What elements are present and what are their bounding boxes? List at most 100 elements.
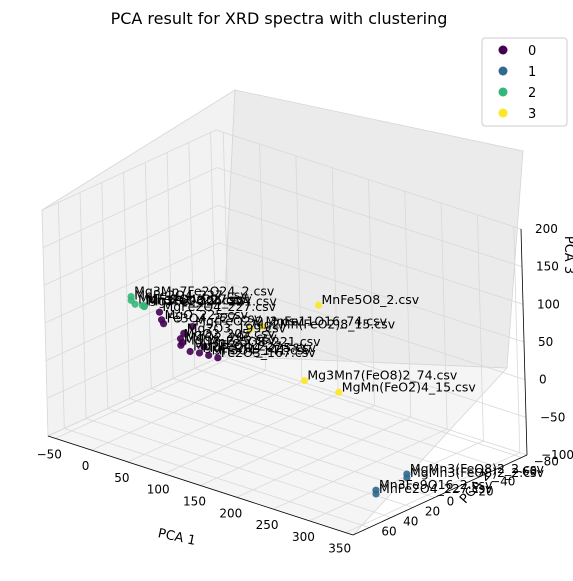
grid-line-z bbox=[218, 242, 525, 343]
grid-line-x bbox=[345, 452, 520, 534]
x-axis-label: PCA 1 bbox=[156, 526, 197, 549]
grid-line-y bbox=[194, 368, 500, 468]
grid-line-z bbox=[220, 317, 527, 418]
y-tick-label: 60 bbox=[381, 525, 396, 539]
point-label: Fe3O4_227.csv bbox=[167, 311, 262, 326]
scatter-point bbox=[188, 322, 196, 331]
point-label: MgFe2O4_225.csv bbox=[202, 340, 316, 355]
grid-line-x bbox=[127, 381, 303, 463]
point-label: Fe2O3_167.csv bbox=[221, 345, 316, 360]
z-axis-label: PCA 3 bbox=[561, 236, 573, 274]
y-tick-label: 40 bbox=[403, 515, 418, 529]
point-label: Mg3Mn7(FeO8)2_74.csv bbox=[307, 368, 458, 383]
legend-marker bbox=[498, 87, 508, 97]
scatter-point bbox=[195, 349, 204, 357]
x-tick-label: 150 bbox=[183, 495, 206, 509]
x-tick-label: 200 bbox=[219, 506, 242, 520]
scatter-point bbox=[258, 322, 267, 331]
grid-line-x bbox=[236, 416, 411, 498]
grid-line-z bbox=[216, 167, 523, 268]
legend-marker bbox=[498, 108, 508, 118]
z-tick-label: 0 bbox=[539, 373, 547, 387]
x-tick-label: 350 bbox=[328, 542, 351, 556]
scatter-point bbox=[403, 474, 411, 482]
x-tick-label: 250 bbox=[256, 518, 279, 532]
point-label: Mn3Fe9O16_2.csv bbox=[379, 477, 493, 492]
grid-line-x bbox=[91, 369, 266, 451]
grid-line-z bbox=[215, 129, 522, 230]
grid-line-y bbox=[216, 358, 522, 458]
point-label: MgO2_225.csv bbox=[184, 332, 276, 347]
x-tick-label: 0 bbox=[82, 459, 90, 473]
legend-box bbox=[481, 37, 568, 127]
point-label: Mg3Mn7Fe2O24_2.csv bbox=[134, 284, 275, 299]
point-label: MgMn3(FeO8)2_2.csv bbox=[410, 465, 545, 480]
point-label: Mn2O3_206.csv bbox=[147, 293, 247, 308]
legend-label: 3 bbox=[528, 107, 536, 122]
point-labels: MnFe5O8_2.csv MnFe11O16_74.csvMg2Mn(FeO2)… bbox=[134, 284, 544, 496]
scatter-point bbox=[186, 347, 194, 356]
scatter-point bbox=[155, 308, 164, 316]
legend-marker bbox=[498, 66, 508, 76]
legend-label: 0 bbox=[528, 44, 536, 59]
point-label: MnFe11O16_74.csv bbox=[266, 313, 388, 328]
grid-line-y bbox=[172, 378, 479, 478]
x-tick-label: 100 bbox=[147, 483, 170, 497]
axes-panes bbox=[41, 89, 524, 536]
z-tick-label: −50 bbox=[540, 410, 565, 424]
point-label: MnFe5O8_2.csv bbox=[322, 292, 420, 307]
grid-line-x bbox=[309, 440, 484, 522]
grid-line-x bbox=[55, 357, 230, 439]
grid-line-y bbox=[107, 408, 413, 508]
grid-line-z bbox=[41, 129, 217, 211]
x-tick-label: −50 bbox=[37, 447, 62, 461]
data-points bbox=[127, 292, 411, 498]
y-axis-line bbox=[352, 454, 528, 536]
scatter-point bbox=[205, 351, 213, 359]
scatter-point bbox=[140, 302, 149, 310]
grid-line-z bbox=[45, 280, 221, 362]
z-tick-label: 100 bbox=[537, 297, 560, 311]
grid-line-z bbox=[219, 280, 526, 381]
grid-lines bbox=[41, 129, 528, 534]
z-tick-label: 50 bbox=[538, 335, 553, 349]
z-tick-label: 150 bbox=[536, 260, 559, 274]
point-label: Mn3O4_141.csv bbox=[212, 342, 312, 357]
grid-line-z bbox=[44, 242, 220, 324]
y-tick-label: 20 bbox=[425, 505, 440, 519]
scatter-point bbox=[372, 490, 380, 498]
point-label: MnFe2O4_227.csv bbox=[379, 481, 493, 496]
x-tick-label: 50 bbox=[114, 471, 129, 485]
z-tick-label: 200 bbox=[535, 222, 558, 236]
z-tick-label: −100 bbox=[541, 448, 573, 462]
grid-line-y bbox=[129, 398, 435, 498]
scatter-point bbox=[300, 376, 309, 385]
chart-title: PCA result for XRD spectra with clusteri… bbox=[111, 9, 448, 28]
scatter-point bbox=[335, 388, 343, 396]
z-axis-line bbox=[520, 228, 528, 456]
point-label: Mg2O3_199.csv bbox=[187, 320, 287, 335]
scatter-point bbox=[200, 343, 208, 351]
scatter-point bbox=[180, 329, 188, 337]
point-label: MgMn3(FeO8)2_2.csv bbox=[410, 461, 545, 476]
point-label: MgFe2O4_227.csv bbox=[162, 299, 276, 314]
grid-line-z bbox=[221, 355, 528, 456]
point-label: Mg2FeO4_227.csv bbox=[193, 338, 307, 353]
legend-label: 1 bbox=[528, 65, 536, 80]
grid-line-z bbox=[217, 204, 524, 305]
y-tick-label: −40 bbox=[490, 475, 515, 489]
x-tick-label: 300 bbox=[292, 530, 315, 544]
grid-line-x bbox=[200, 405, 375, 486]
point-label: Mn3FeO8_2.csv bbox=[146, 293, 244, 308]
grid-line-z bbox=[43, 204, 219, 286]
scatter-point bbox=[177, 341, 185, 349]
legend-marker bbox=[498, 45, 508, 55]
point-label: MnFe2O4_227.csv bbox=[134, 287, 248, 302]
scatter-point bbox=[314, 301, 323, 309]
legend: 0 1 2 3 bbox=[481, 37, 568, 127]
point-label: MgO2_205.csv bbox=[183, 326, 275, 341]
scatter-point bbox=[214, 354, 222, 362]
point-label: MnFe5O8_221.csv bbox=[207, 334, 321, 349]
scatter-point bbox=[246, 325, 254, 333]
